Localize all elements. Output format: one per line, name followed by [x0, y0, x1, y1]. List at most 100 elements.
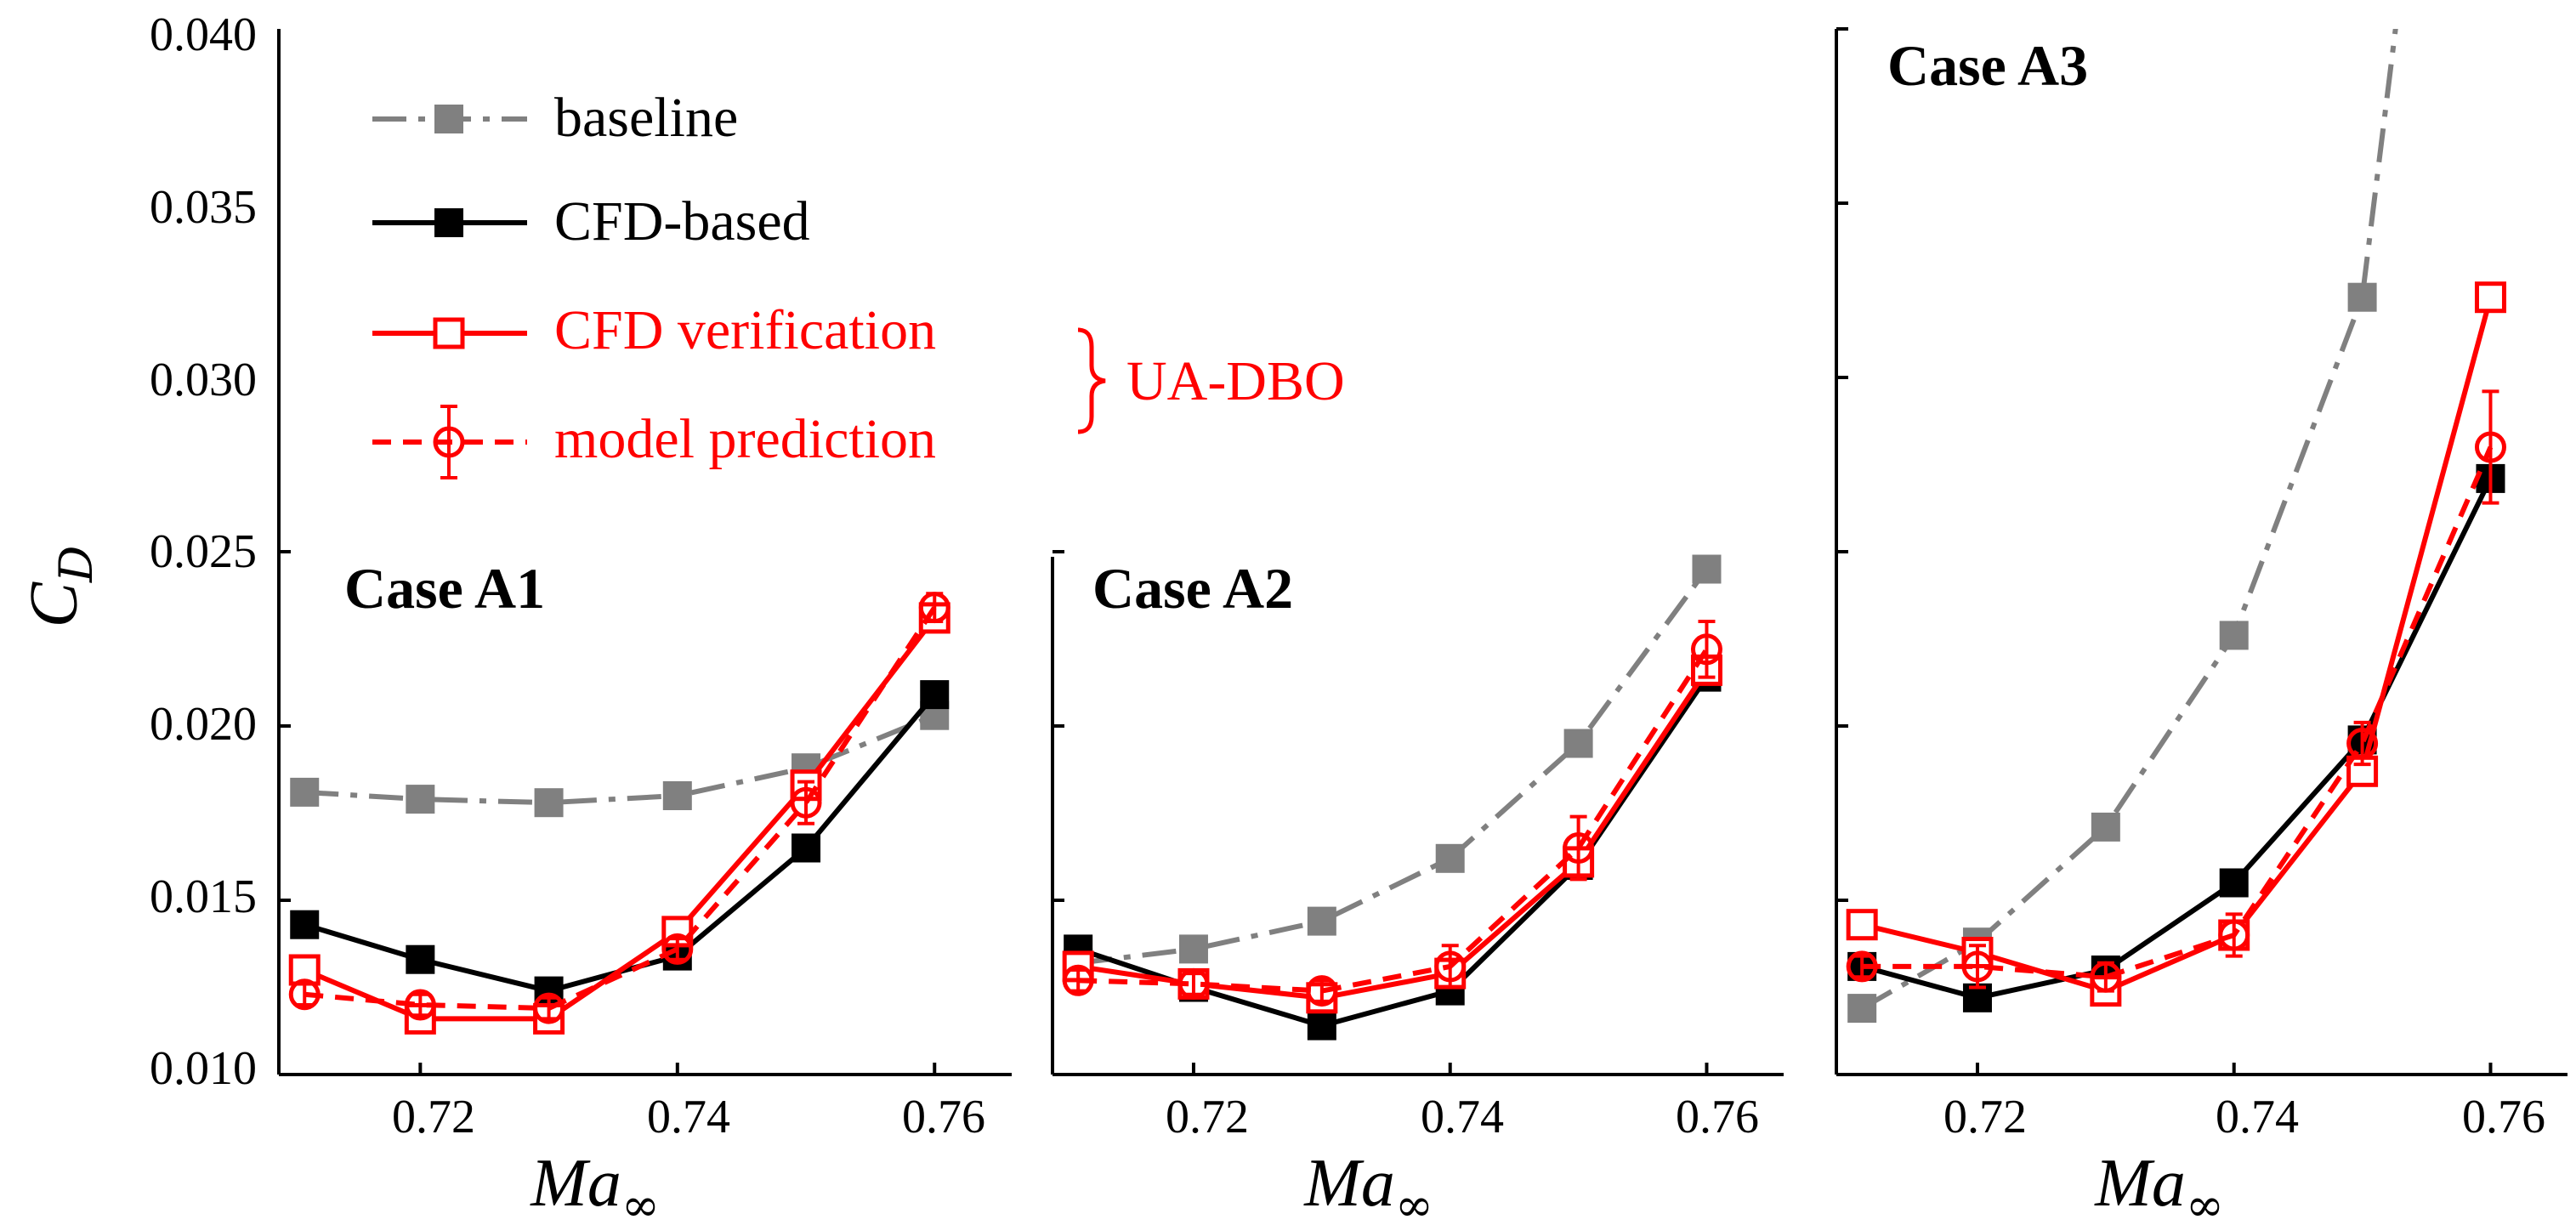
data-point-marker — [2219, 621, 2249, 650]
legend-sample-baseline — [372, 105, 527, 133]
legend-marker — [434, 105, 463, 133]
data-point-marker — [790, 786, 822, 819]
legend-label-model-prediction: model prediction — [554, 408, 936, 470]
data-point-marker — [1847, 994, 1877, 1024]
y-tick-labels: 0.010 0.015 0.020 0.025 0.030 0.035 0.04… — [150, 9, 257, 1095]
legend-marker — [434, 208, 463, 237]
data-point-marker — [1563, 729, 1593, 758]
svg-text:CD: CD — [17, 546, 103, 628]
data-point-marker — [1692, 554, 1722, 584]
legend-label-baseline: baseline — [554, 87, 738, 149]
plot-area-case-a2 — [1062, 554, 1722, 1041]
x-axis-title: Ma∞ — [530, 1146, 660, 1225]
data-point-marker — [534, 788, 564, 818]
y-tick-label: 0.035 — [150, 181, 257, 234]
x-axis-title-sub: ∞ — [1395, 1178, 1433, 1225]
data-point-marker — [662, 781, 692, 810]
data-point-marker — [290, 777, 320, 807]
data-point-marker — [1846, 909, 1878, 941]
legend-sample-cfd-based — [372, 208, 527, 237]
legend-marker — [433, 426, 465, 458]
panel-title: Case A3 — [1887, 33, 2088, 98]
legend-label-cfd-verification: CFD verification — [554, 299, 936, 361]
legend-group-brace — [1077, 327, 1106, 434]
panel-case-a1: Case A1 0.72 0.74 0.76 Ma∞ — [277, 29, 1012, 1225]
data-point-marker — [406, 785, 435, 814]
series-line — [1861, 477, 2494, 1001]
x-tick-label: 0.72 — [1166, 1091, 1249, 1143]
data-point-marker — [1846, 950, 1878, 983]
x-tick-label: 0.76 — [902, 1091, 985, 1143]
data-point-marker — [1178, 934, 1208, 964]
series-line — [304, 616, 937, 1022]
legend: baseline CFD-based CFD verification mode… — [372, 87, 1345, 479]
legend-sample-model-prediction — [372, 405, 527, 479]
data-point-marker — [2474, 281, 2506, 314]
series-line — [1078, 648, 1709, 994]
x-tick-label: 0.72 — [1943, 1091, 2027, 1143]
x-tick-label: 0.74 — [647, 1091, 730, 1143]
y-tick-label: 0.015 — [150, 871, 257, 923]
series-line — [1077, 567, 1709, 966]
panel-case-a2: Case A2 0.72 0.74 0.76 Ma∞ — [1051, 550, 1784, 1225]
x-axis-title: Ma∞ — [1303, 1146, 1433, 1225]
series-model-prediction — [1062, 620, 1722, 1007]
x-axis-title-main: Ma — [530, 1146, 621, 1221]
legend-samples — [372, 105, 527, 479]
data-point-marker — [290, 910, 320, 939]
data-point-marker — [404, 989, 436, 1021]
axes-case-a2 — [1051, 550, 1784, 1076]
data-point-marker — [1690, 633, 1722, 666]
series-baseline — [1847, 29, 2398, 1024]
axes-case-a3 — [1835, 27, 2567, 1076]
series-line — [304, 605, 937, 1012]
data-point-marker — [1434, 950, 1467, 983]
y-axis-title: CD — [17, 546, 103, 628]
data-point-marker — [2090, 961, 2122, 993]
legend-group-label: UA-DBO — [1126, 350, 1345, 412]
series-model-prediction — [288, 592, 950, 1024]
y-axis-title-sub: D — [49, 546, 103, 583]
data-point-marker — [533, 992, 565, 1024]
x-axis-title-main: Ma — [2094, 1146, 2186, 1221]
data-point-marker — [918, 592, 950, 624]
data-point-marker — [1563, 832, 1595, 864]
y-axis-title-main: C — [17, 581, 92, 627]
panel-title: Case A2 — [1092, 556, 1293, 621]
x-tick-label: 0.74 — [1421, 1091, 1504, 1143]
plot-area-case-a3 — [1846, 29, 2506, 1024]
series-baseline — [290, 700, 950, 818]
x-axis-title: Ma∞ — [2094, 1146, 2224, 1225]
data-point-marker — [406, 944, 435, 974]
y-tick-label: 0.020 — [150, 698, 257, 751]
series-line — [1077, 675, 1709, 1029]
series-line — [1860, 29, 2398, 1011]
data-point-marker — [288, 954, 321, 986]
data-point-marker — [2218, 919, 2250, 951]
data-point-marker — [792, 833, 821, 863]
data-point-marker — [1435, 843, 1465, 873]
data-point-marker — [1307, 1011, 1336, 1041]
series-cfd-verification — [1062, 654, 1722, 1014]
legend-label-cfd-based: CFD-based — [554, 190, 810, 252]
data-point-marker — [2347, 282, 2377, 312]
y-tick-label: 0.030 — [150, 354, 257, 406]
x-axis-title-sub: ∞ — [621, 1178, 660, 1225]
data-point-marker — [1177, 967, 1210, 1000]
legend-sample-cfd-verification — [372, 317, 527, 349]
series-line — [1861, 296, 2494, 994]
data-point-marker — [2091, 812, 2120, 842]
data-point-marker — [1306, 975, 1338, 1007]
data-point-marker — [288, 978, 321, 1011]
data-point-marker — [1062, 964, 1094, 996]
x-tick-label: 0.76 — [2462, 1091, 2545, 1143]
data-point-marker — [2346, 728, 2379, 759]
data-point-marker — [2474, 431, 2506, 463]
plot-area-case-a1 — [288, 592, 950, 1035]
y-tick-label: 0.040 — [150, 9, 257, 61]
series-line — [304, 712, 936, 806]
data-point-marker — [661, 933, 694, 965]
x-tick-label: 0.74 — [2216, 1091, 2299, 1143]
series-line — [1862, 445, 2494, 980]
